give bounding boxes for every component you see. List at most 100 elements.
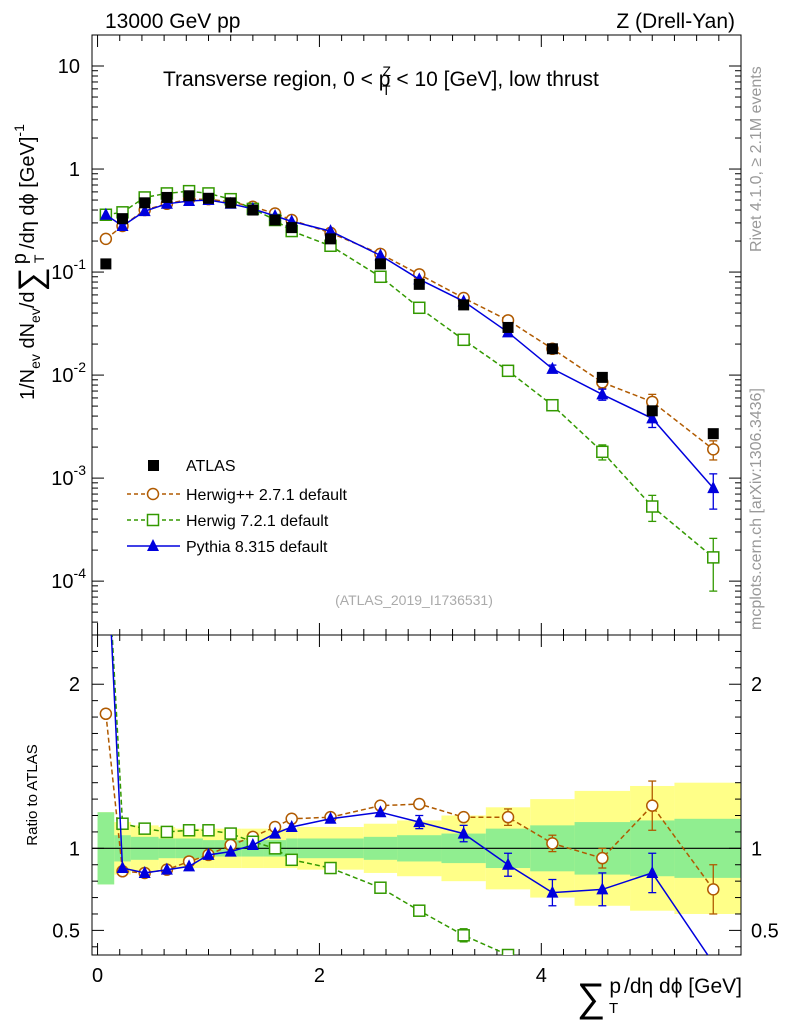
ratio-data-point bbox=[116, 861, 129, 874]
ratio-data-point bbox=[374, 881, 387, 894]
ratio-data-point bbox=[183, 859, 196, 872]
main-data-point bbox=[707, 481, 720, 494]
main-data-point bbox=[247, 204, 259, 216]
ratio-panel: 0.5 0.5 1 1 2 2 0 2 4 bbox=[52, 634, 779, 987]
ratio-data-point bbox=[596, 851, 609, 865]
main-series-0 bbox=[100, 190, 719, 440]
ratio-series bbox=[99, 635, 720, 955]
main-data-point bbox=[161, 191, 173, 203]
ratio-data-point bbox=[202, 824, 215, 837]
legend-entry-herwig7: Herwig 7.2.1 default bbox=[127, 513, 329, 530]
ratio-x-ticks: 0 2 4 bbox=[92, 635, 720, 987]
main-series-1 bbox=[99, 192, 720, 461]
main-y-ticks: 10 1 10-1 10-2 10-3 10-4 bbox=[51, 34, 741, 636]
ratio-y-axis-label: Ratio to ATLAS bbox=[24, 744, 41, 845]
main-data-point bbox=[645, 500, 659, 513]
legend-label-herwig7: Herwig 7.2.1 default bbox=[186, 513, 329, 530]
ratio-series-2 bbox=[110, 635, 709, 955]
main-panel: 10 1 10-1 10-2 10-3 10-4 bbox=[51, 34, 742, 636]
ratio-y-tick-label-left: 2 bbox=[69, 674, 80, 696]
ratio-data-point bbox=[374, 805, 387, 818]
main-data-point bbox=[646, 405, 658, 417]
main-y-tick-label: 10-4 bbox=[51, 565, 86, 593]
analysis-id-label: (ATLAS_2019_I1736531) bbox=[335, 592, 493, 608]
main-series bbox=[99, 184, 720, 592]
legend-label-pythia: Pythia 8.315 default bbox=[186, 539, 328, 556]
header-left: 13000 GeV pp bbox=[105, 10, 240, 33]
legend-marker-herwig7 bbox=[146, 513, 160, 527]
main-data-point bbox=[325, 233, 337, 245]
legend-marker-herwigpp bbox=[146, 487, 160, 501]
ratio-data-point bbox=[160, 825, 174, 839]
main-data-point bbox=[225, 197, 237, 209]
ratio-data-point bbox=[457, 810, 470, 824]
main-data-point bbox=[596, 445, 609, 459]
ratio-data-point bbox=[502, 857, 515, 870]
ratio-data-point bbox=[501, 810, 515, 824]
ratio-data-point bbox=[285, 853, 298, 867]
main-y-tick-label: 10 bbox=[58, 56, 80, 78]
ratio-x-tick-label: 0 bbox=[92, 965, 103, 987]
main-data-point bbox=[374, 248, 387, 261]
ratio-data-point bbox=[324, 861, 337, 875]
ratio-data-point bbox=[546, 885, 559, 898]
ratio-data-point bbox=[99, 707, 113, 721]
main-series-line bbox=[105, 198, 714, 450]
legend-entry-herwigpp: Herwig++ 2.7.1 default bbox=[127, 487, 348, 504]
main-data-point bbox=[374, 258, 386, 270]
x-axis-label: ∑ p T /dη dϕ [GeV] bbox=[577, 975, 742, 1020]
main-data-point bbox=[413, 278, 425, 290]
ratio-data-point bbox=[413, 815, 426, 828]
main-data-point bbox=[596, 371, 608, 383]
main-data-point bbox=[202, 192, 214, 204]
legend-label-herwigpp: Herwig++ 2.7.1 default bbox=[186, 487, 348, 504]
main-data-point bbox=[99, 207, 112, 220]
main-data-point bbox=[324, 224, 337, 237]
main-data-point bbox=[117, 213, 129, 225]
main-data-point bbox=[546, 398, 559, 412]
ratio-data-point bbox=[116, 817, 129, 830]
main-data-point bbox=[707, 551, 720, 564]
main-data-point bbox=[707, 443, 720, 456]
ratio-x-tick-label: 4 bbox=[536, 965, 547, 987]
main-data-point bbox=[458, 299, 470, 311]
ratio-series-1 bbox=[111, 635, 515, 955]
main-series-2 bbox=[99, 184, 720, 592]
main-y-axis-label: 1/Nev dNev/d∑pT /dη dϕ [GeV]-1 bbox=[9, 124, 50, 400]
ratio-data-point bbox=[646, 865, 659, 878]
main-data-point bbox=[502, 321, 514, 333]
main-data-point bbox=[413, 301, 426, 315]
main-data-point bbox=[138, 204, 151, 217]
main-data-point bbox=[139, 197, 151, 209]
ratio-data-point bbox=[269, 826, 282, 839]
main-series-line bbox=[105, 199, 714, 489]
main-y-tick-label: 10-3 bbox=[51, 462, 86, 490]
ratio-data-point bbox=[457, 826, 470, 839]
main-data-point bbox=[457, 333, 470, 347]
main-data-point bbox=[707, 428, 719, 440]
ratio-data-point bbox=[224, 827, 237, 840]
ratio-data-point bbox=[324, 811, 337, 824]
main-y-tick-label: 1 bbox=[69, 159, 80, 181]
main-data-point bbox=[99, 232, 113, 246]
ratio-data-point bbox=[546, 837, 559, 850]
main-data-point bbox=[269, 214, 281, 226]
main-y-tick-label: 10-1 bbox=[51, 256, 86, 284]
legend-label-atlas: ATLAS bbox=[186, 458, 236, 475]
main-data-point bbox=[596, 387, 609, 400]
ratio-data-point bbox=[457, 929, 470, 942]
ratio-y-tick-label-left: 0.5 bbox=[52, 920, 80, 942]
main-title: Transverse region, 0 < pZ T < 10 [GeV], l… bbox=[163, 63, 599, 98]
main-data-point bbox=[100, 258, 112, 270]
ratio-data-point bbox=[138, 865, 151, 878]
ratio-data-point bbox=[413, 904, 426, 917]
ratio-data-point bbox=[596, 882, 609, 895]
ratio-x-tick-label: 2 bbox=[314, 965, 325, 987]
ratio-y-ticks: 0.5 0.5 1 1 2 2 bbox=[52, 650, 779, 948]
legend-entry-pythia: Pythia 8.315 default bbox=[127, 539, 328, 556]
ratio-data-point bbox=[707, 883, 720, 896]
main-data-point bbox=[646, 411, 659, 424]
ratio-data-point bbox=[501, 948, 515, 955]
main-data-point bbox=[374, 270, 387, 284]
